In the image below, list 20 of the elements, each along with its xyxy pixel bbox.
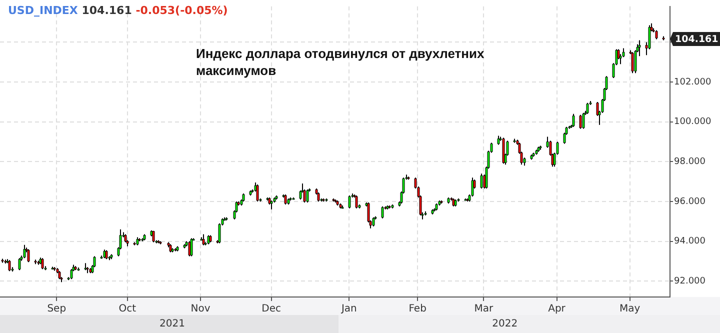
x-tick-label: Dec: [262, 304, 281, 315]
x-tick-label: Feb: [408, 304, 426, 315]
x-tick-label: Apr: [548, 304, 566, 315]
y-tick-label: 92.000: [674, 276, 706, 286]
x2-tick-label: 2022: [492, 318, 518, 330]
x-tick-label: Nov: [190, 304, 210, 315]
text: Индекс доллара отодвинулся от двухлетних максимумов: [196, 45, 486, 79]
x-tick-label: Oct: [118, 304, 136, 315]
x-tick-label: Jan: [340, 304, 357, 315]
y-tick-label: 98.000: [674, 156, 706, 167]
x-tick-label: Mar: [474, 304, 494, 315]
y-tick-label: 96.000: [674, 196, 706, 207]
x-tick-label: Sep: [47, 304, 66, 315]
y-tick-label: 102.000: [674, 77, 712, 88]
text: 104.161: [675, 34, 718, 45]
y-tick-label: 94.000: [674, 236, 706, 247]
y-tick-label: 100.000: [674, 117, 712, 128]
x2-tick-label: 2021: [159, 318, 185, 330]
x-tick-label: May: [620, 304, 640, 315]
chart-subtitle: USD_INDEX 104.161 -0.053(-0.05%): [8, 4, 228, 17]
